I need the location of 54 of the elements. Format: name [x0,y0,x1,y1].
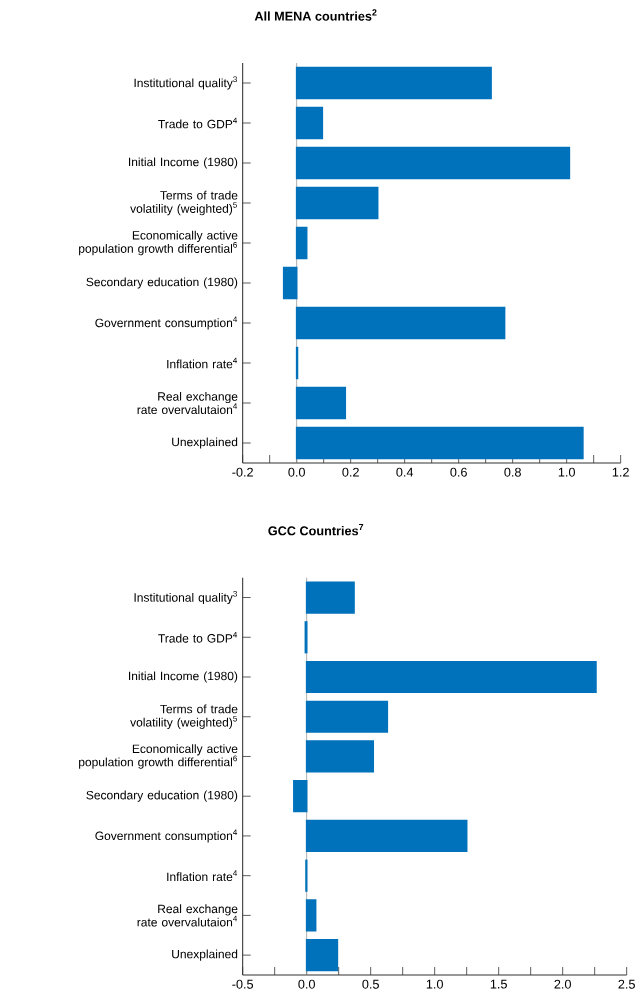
x-tick-label: 1.2 [612,467,629,477]
x-tick-label: 1.5 [490,979,507,989]
x-tick-label: -0.5 [232,979,254,989]
bar [305,700,389,733]
bar [305,660,597,694]
bar [295,226,308,260]
x-tick-label: 0.5 [362,979,379,989]
y-tick-label: Trade to GDP$^{4}$ [158,117,238,129]
bar [295,146,571,180]
bar [295,386,347,420]
y-tick-label: Real exchange rate overvalutaion$^{4}$ [137,391,238,415]
y-tick-label: Economically active population growth differential$^{6}$ [79,744,238,769]
bar [295,186,379,220]
bar [293,780,308,813]
chart-title: GCC Countries$^{7}$ [268,524,364,536]
y-tick-label: Government consumption$^{4}$ [95,316,238,330]
x-tick-label: 0.0 [298,979,316,989]
bar [305,581,355,614]
y-tick-label: Institutional quality$^{3}$ [134,76,237,90]
y-tick-label: Terms of trade volatility (weighted)$^{5}$ [130,190,238,216]
y-tick-label: Unexplained [172,437,238,449]
x-tick-label: 1.0 [426,979,444,989]
y-tick-label: Inflation rate$^{4}$ [167,357,238,369]
bar [282,266,298,300]
bar [295,106,324,140]
y-tick-label: Institutional quality$^{3}$ [134,590,237,605]
y-tick-label: Initial Income (1980) [129,671,238,683]
bar [305,819,468,853]
y-tick-label: Government consumption$^{4}$ [95,829,238,843]
y-tick-label: Inflation rate$^{4}$ [167,870,238,882]
x-tick-label: 1.0 [558,467,576,477]
x-tick-label: 0.6 [450,467,467,477]
x-tick-label: 2.0 [554,979,572,989]
y-tick-label: Terms of trade volatility (weighted)$^{5}$ [130,704,238,729]
y-tick-label: Unexplained [172,949,238,961]
bar [305,939,339,972]
x-tick-label: 0.8 [504,467,521,477]
x-tick-label: 0.4 [396,467,414,477]
x-tick-label: -0.2 [232,467,253,477]
y-tick-label: Real exchange rate overvalutaion$^{4}$ [137,904,238,927]
bar [295,306,506,340]
y-tick-label: Secondary education (1980) [86,277,238,289]
y-tick-label: Secondary education (1980) [86,790,238,802]
bar [295,426,584,460]
chart-title: All MENA countries$^{2}$ [254,9,377,21]
y-tick-label: Initial Income (1980) [129,157,238,169]
x-tick-label: 0.0 [288,467,306,477]
y-tick-label: Trade to GDP$^{4}$ [158,631,238,643]
x-tick-label: 0.2 [342,467,359,477]
y-tick-label: Economically active population growth differential$^{6}$ [79,230,238,256]
x-tick-label: 2.5 [618,979,635,989]
bar [305,899,317,932]
bar [295,66,492,100]
bar [305,740,375,773]
